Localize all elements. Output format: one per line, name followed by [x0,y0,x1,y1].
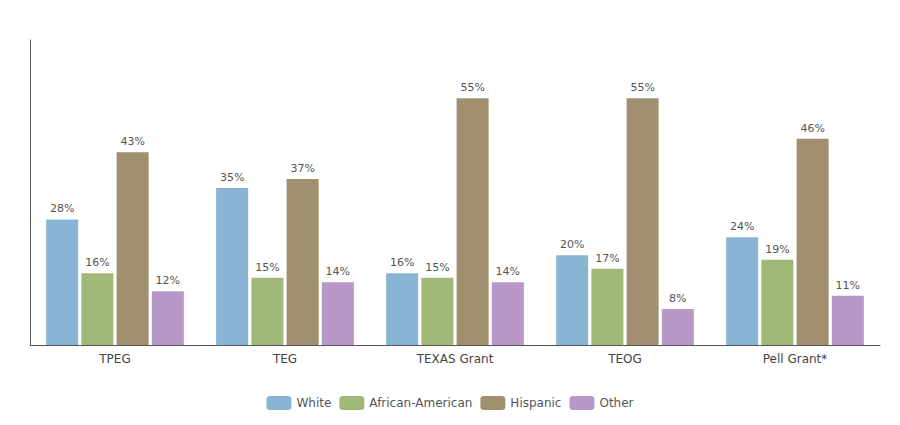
svg-text:Other: Other [599,396,633,410]
svg-text:46%: 46% [800,122,824,135]
svg-text:20%: 20% [560,238,584,251]
svg-text:16%: 16% [85,256,109,269]
svg-text:TEXAS Grant: TEXAS Grant [416,352,494,366]
svg-text:Hispanic: Hispanic [510,396,561,410]
svg-text:16%: 16% [390,256,414,269]
svg-text:55%: 55% [460,81,484,94]
svg-text:Pell Grant*: Pell Grant* [763,352,828,366]
svg-text:55%: 55% [630,81,654,94]
svg-text:35%: 35% [220,171,244,184]
svg-text:28%: 28% [50,202,74,215]
svg-text:19%: 19% [765,243,789,256]
svg-text:15%: 15% [255,261,279,274]
svg-text:11%: 11% [836,279,860,292]
svg-text:TEG: TEG [272,352,297,366]
svg-text:TEOG: TEOG [607,352,642,366]
svg-text:24%: 24% [730,220,754,233]
svg-text:17%: 17% [595,252,619,265]
svg-text:15%: 15% [425,261,449,274]
svg-text:14%: 14% [496,265,520,278]
svg-text:African-American: African-American [369,396,472,410]
svg-text:12%: 12% [156,274,180,287]
svg-text:TPEG: TPEG [98,352,130,366]
svg-text:White: White [296,396,331,410]
svg-text:37%: 37% [290,162,314,175]
svg-text:8%: 8% [669,292,686,305]
svg-text:14%: 14% [326,265,350,278]
svg-text:43%: 43% [120,135,144,148]
